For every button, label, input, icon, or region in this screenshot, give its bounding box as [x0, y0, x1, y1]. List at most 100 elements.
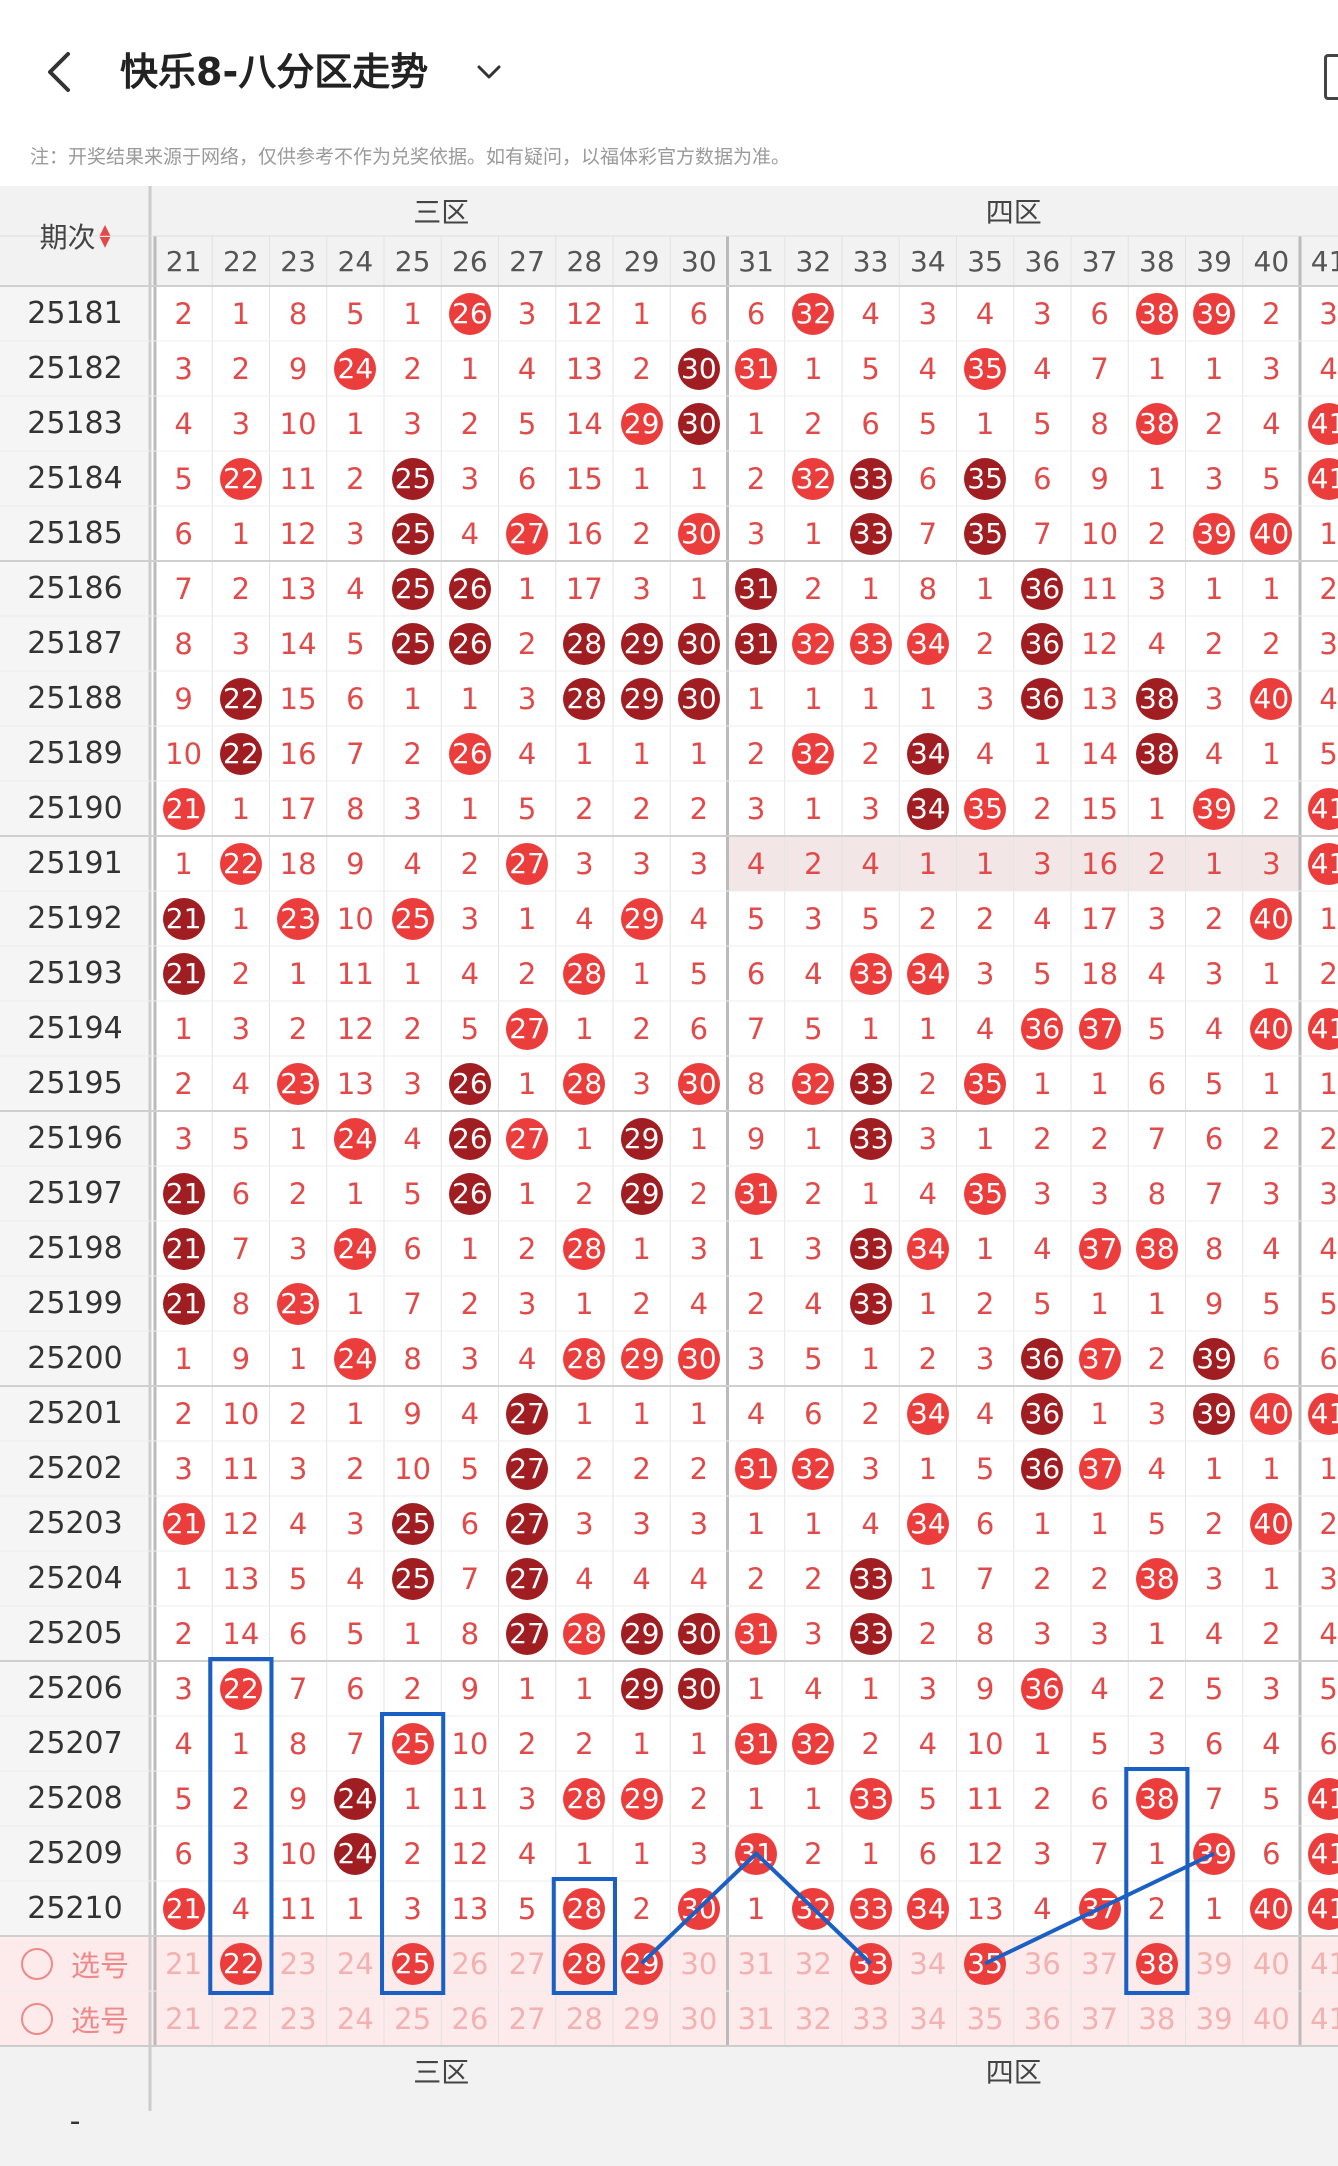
table-cell: 31: [728, 1826, 785, 1881]
select-number[interactable]: 24: [336, 2001, 374, 2036]
table-cell: 2: [575, 1726, 594, 1761]
select-number[interactable]: 26: [451, 1946, 489, 1981]
selected-number-ball[interactable]: 22: [219, 1942, 262, 1985]
select-number[interactable]: 31: [737, 1946, 775, 1981]
select-number[interactable]: 25: [394, 2001, 432, 2036]
table-cell: 41: [1300, 1386, 1338, 1441]
table-cell: 21: [155, 781, 212, 836]
select-number[interactable]: 38: [1128, 1936, 1185, 1991]
period-header[interactable]: 期次 ▲ ▼: [0, 186, 150, 286]
selected-number-ball[interactable]: 25: [391, 1942, 434, 1985]
radio-button[interactable]: [20, 1947, 53, 1980]
select-number[interactable]: 34: [909, 2001, 947, 2036]
table-cell: 30: [670, 396, 727, 451]
zone-label-3: 三区: [413, 196, 470, 229]
table-cell: 1: [575, 1396, 594, 1431]
table-cell: 26: [441, 286, 498, 341]
back-button[interactable]: [40, 48, 80, 96]
selected-number-ball[interactable]: 35: [964, 1942, 1007, 1985]
table-cell: 29: [613, 1331, 670, 1386]
select-number[interactable]: 36: [1023, 2001, 1061, 2036]
column-header: 35: [967, 244, 1003, 278]
table-cell: 9: [288, 1781, 308, 1816]
table-cell: 35: [957, 1056, 1014, 1111]
selected-number-ball[interactable]: 38: [1135, 1942, 1178, 1985]
select-number[interactable]: 28: [556, 1936, 613, 1991]
select-row-label[interactable]: 选号: [0, 1936, 150, 1991]
drawn-number-ball: 38: [1135, 1777, 1178, 1820]
select-number[interactable]: 22: [222, 2001, 260, 2036]
select-number[interactable]: 27: [508, 2001, 546, 2036]
table-cell: 15: [1081, 791, 1119, 826]
select-number[interactable]: 30: [680, 1946, 718, 1981]
drawn-number-ball: 30: [677, 1062, 720, 1105]
trend-table: 期次 ▲ ▼ 三区 四区 21 22 23 24 25 26 27 28 29 30 31 32 33 34 35 36…: [0, 186, 1338, 2166]
table-cell: 6: [1033, 461, 1052, 496]
select-number[interactable]: 33: [842, 1936, 899, 1991]
selected-number-ball[interactable]: 29: [620, 1942, 663, 1985]
table-cell: 6: [804, 1396, 823, 1431]
select-row-label[interactable]: 选号: [0, 1991, 150, 2046]
select-number[interactable]: 23: [279, 2001, 317, 2036]
select-number[interactable]: 37: [1081, 2001, 1119, 2036]
period-label: 25182: [27, 351, 123, 386]
select-number[interactable]: 41: [1310, 1946, 1338, 1981]
drawn-number-ball: 31: [735, 622, 778, 665]
select-number[interactable]: 28: [565, 2001, 603, 2036]
select-number[interactable]: 36: [1023, 1946, 1061, 1981]
drawn-number-ball: 41: [1307, 842, 1338, 885]
select-number[interactable]: 21: [165, 2001, 203, 2036]
table-cell: 1: [746, 1671, 766, 1706]
title-dropdown[interactable]: [473, 56, 505, 88]
selected-number-ball[interactable]: 28: [563, 1942, 606, 1985]
table-cell: 5: [1262, 1286, 1281, 1321]
select-number[interactable]: 24: [336, 1946, 374, 1981]
select-number[interactable]: 41: [1310, 2001, 1338, 2036]
table-cell: 1: [804, 681, 823, 716]
select-number[interactable]: 22: [212, 1936, 269, 1991]
tablet-icon[interactable]: [1324, 54, 1338, 100]
table-cell: 4: [1262, 1231, 1281, 1266]
table-cell: 4: [517, 736, 537, 771]
select-number[interactable]: 40: [1252, 2001, 1290, 2036]
drawn-number-ball: 39: [1193, 292, 1236, 335]
select-number[interactable]: 35: [957, 1936, 1014, 1991]
radio-button[interactable]: [20, 2002, 53, 2035]
select-number[interactable]: 23: [279, 1946, 317, 1981]
select-number[interactable]: 26: [451, 2001, 489, 2036]
table-cell: 2: [1090, 1561, 1109, 1596]
select-number[interactable]: 21: [165, 1946, 203, 1981]
select-number[interactable]: 32: [794, 1946, 832, 1981]
select-number[interactable]: 39: [1195, 1946, 1233, 1981]
select-number[interactable]: 35: [966, 2001, 1004, 2036]
column-header: 31: [738, 244, 774, 278]
table-cell: 4: [804, 1286, 823, 1321]
drawn-number-ball: 26: [448, 1172, 491, 1215]
table-cell: 39: [1186, 1386, 1243, 1441]
selected-number-ball[interactable]: 33: [849, 1942, 892, 1985]
drawn-number-ball: 33: [849, 1557, 892, 1600]
select-number[interactable]: 37: [1081, 1946, 1119, 1981]
table-cell: 41: [1300, 781, 1338, 836]
table-cell: 30: [670, 341, 727, 396]
select-number[interactable]: 31: [737, 2001, 775, 2036]
select-number[interactable]: 33: [852, 2001, 890, 2036]
select-number[interactable]: 32: [794, 2001, 832, 2036]
drawn-number-ball: 33: [849, 512, 892, 555]
select-number[interactable]: 39: [1195, 2001, 1233, 2036]
select-number[interactable]: 29: [613, 1936, 670, 1991]
table-cell: 8: [1204, 1231, 1224, 1266]
select-number[interactable]: 29: [623, 2001, 661, 2036]
select-number[interactable]: 25: [384, 1936, 441, 1991]
period-label: 25191: [27, 846, 123, 881]
period-label: 25196: [27, 1121, 123, 1156]
select-number[interactable]: 27: [508, 1946, 546, 1981]
select-number[interactable]: 34: [909, 1946, 947, 1981]
drawn-number-ball: 32: [792, 1062, 835, 1105]
select-number[interactable]: 38: [1138, 2001, 1176, 2036]
drawn-number-ball: 26: [448, 732, 491, 775]
table-cell: 9: [460, 1671, 480, 1706]
select-number[interactable]: 30: [680, 2001, 718, 2036]
drawn-number-ball: 22: [219, 1667, 262, 1710]
select-number[interactable]: 40: [1252, 1946, 1290, 1981]
